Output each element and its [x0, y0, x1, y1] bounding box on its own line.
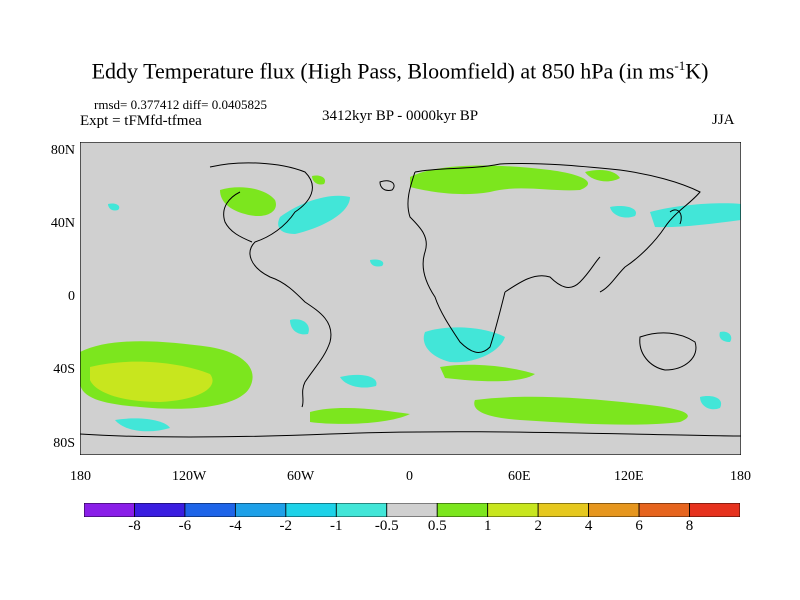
colorbar-cell — [84, 503, 135, 517]
negative-anomaly-patches — [108, 195, 741, 432]
title-superscript: -1 — [674, 58, 686, 73]
colorbar-cell — [436, 503, 489, 517]
colorbar-label: -0.5 — [374, 518, 399, 534]
colorbar-cell — [487, 503, 539, 517]
colorbar-cell — [184, 503, 236, 517]
lon-label: 180 — [730, 469, 751, 484]
lon-label: 0 — [406, 469, 413, 484]
colorbar-label: -8 — [128, 518, 141, 534]
colorbar-label: 8 — [685, 518, 694, 534]
lat-label: 80S — [53, 436, 75, 451]
colorbar-label: -6 — [178, 518, 192, 534]
colorbar-cell — [638, 503, 690, 517]
lat-label: 80N — [50, 143, 75, 158]
colorbar-label: -1 — [330, 518, 343, 534]
lon-label: 120W — [172, 469, 207, 484]
strong-positive-patches — [90, 361, 213, 402]
lon-label: 180 — [70, 469, 91, 484]
lon-label: 60E — [508, 469, 531, 484]
colorbar-label: 2 — [534, 518, 542, 534]
colorbar-cell — [134, 503, 186, 517]
coastlines — [80, 162, 741, 438]
lon-label: 120E — [614, 469, 644, 484]
lat-label: 40N — [50, 216, 75, 231]
lat-label: 0 — [68, 289, 75, 304]
stats-label: rmsd= 0.377412 diff= 0.0405825 — [94, 97, 267, 112]
colorbar — [84, 503, 740, 517]
colorbar-label: -4 — [229, 518, 242, 534]
title-tail: K) — [685, 58, 709, 84]
chart-title: Eddy Temperature flux (High Pass, Bloomf… — [0, 58, 800, 84]
season-label: JJA — [712, 112, 735, 128]
colorbar-cell — [386, 503, 438, 517]
colorbar-cell — [588, 503, 640, 517]
colorbar-label: -2 — [279, 518, 293, 534]
lon-label: 60W — [287, 469, 315, 484]
colorbar-cell — [285, 503, 337, 517]
period-label: 3412kyr BP - 0000kyr BP — [322, 108, 479, 124]
colorbar-cell — [537, 503, 590, 517]
experiment-label: Expt = tFMfd-tfmea — [80, 113, 202, 129]
colorbar-label: 1 — [483, 518, 492, 534]
world-map — [80, 142, 741, 455]
lat-label: 40S — [53, 362, 75, 377]
colorbar-label: 4 — [584, 518, 593, 534]
colorbar-cell — [234, 503, 287, 517]
title-text: Eddy Temperature flux (High Pass, Bloomf… — [91, 58, 675, 84]
colorbar-label: 0.5 — [427, 518, 447, 534]
colorbar-label: 6 — [635, 518, 643, 534]
colorbar-cell — [335, 503, 388, 517]
colorbar-cell — [689, 503, 740, 517]
